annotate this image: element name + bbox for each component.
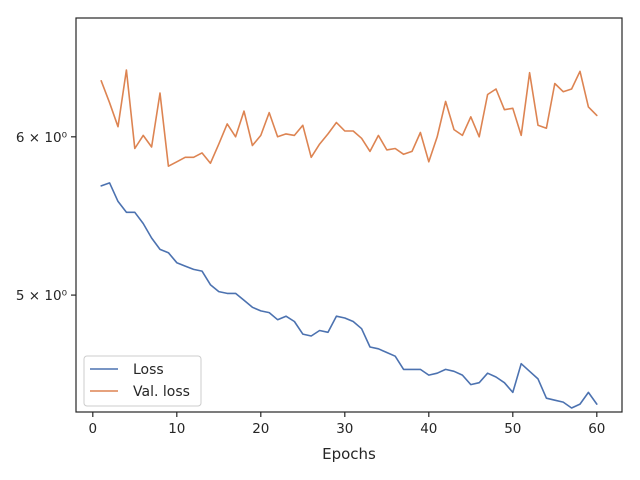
series-line-val-loss xyxy=(100,69,598,167)
legend: Loss Val. loss xyxy=(83,355,202,407)
x-tick-label: 0 xyxy=(89,421,98,437)
x-tick-label: 60 xyxy=(588,421,605,437)
x-axis-label: Epochs xyxy=(322,445,376,463)
plot-frame xyxy=(75,17,623,413)
series-lines xyxy=(100,69,598,409)
x-tick-label: 10 xyxy=(168,421,185,437)
x-tick-label: 30 xyxy=(336,421,353,437)
x-tick-label: 50 xyxy=(504,421,521,437)
axis-ticks: 0 10 20 30 40 50 60 5 × 10⁰ 6 × 10⁰ xyxy=(16,130,605,437)
x-tick-label: 20 xyxy=(252,421,269,437)
y-tick-label: 6 × 10⁰ xyxy=(16,130,67,146)
y-tick-label: 5 × 10⁰ xyxy=(16,288,67,304)
legend-label-loss: Loss xyxy=(133,362,164,378)
x-tick-label: 40 xyxy=(420,421,437,437)
legend-label-val-loss: Val. loss xyxy=(133,384,190,400)
series-line-loss xyxy=(100,182,598,409)
